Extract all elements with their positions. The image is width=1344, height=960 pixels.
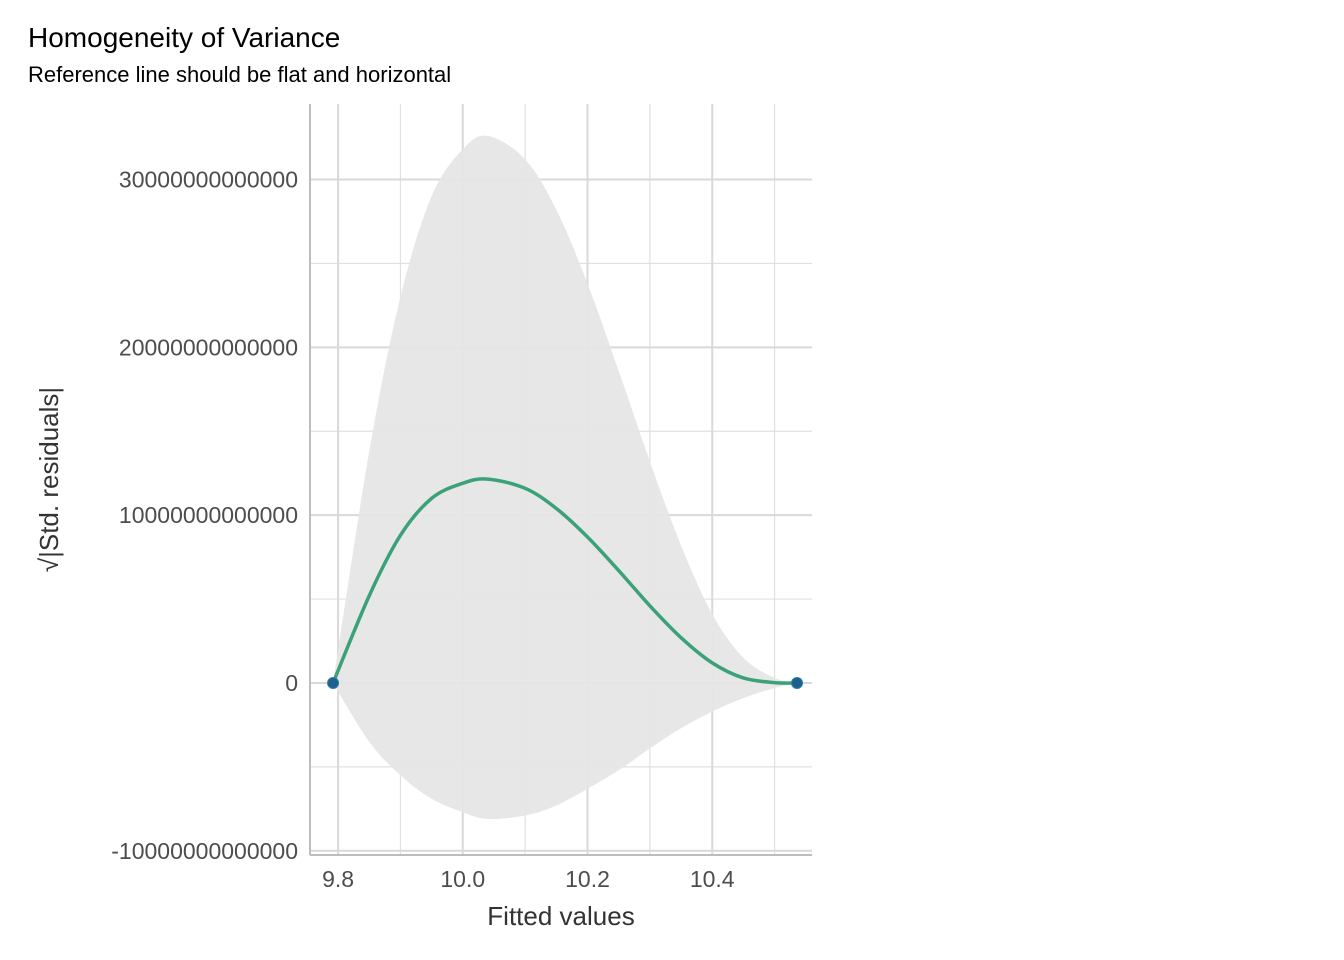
data-point (327, 676, 340, 689)
x-tick-label: 10.2 (565, 866, 610, 892)
confidence-ribbon (333, 135, 798, 820)
data-point (791, 676, 804, 689)
y-tick-label: 10000000000000 (119, 502, 298, 528)
y-tick-label: 30000000000000 (119, 167, 298, 193)
chart-title: Homogeneity of Variance (28, 22, 341, 53)
tick-labels: 9.8 10.0 10.2 10.4 -10000000000000 0 100000000… (111, 167, 735, 892)
x-tick-label: 10.4 (690, 866, 735, 892)
x-tick-label: 10.0 (440, 866, 485, 892)
y-axis-title: √|Std. residuals| (34, 387, 64, 572)
x-tick-label: 9.8 (322, 866, 354, 892)
confidence-band (333, 135, 798, 820)
smooth-line (331, 477, 798, 685)
smooth-line-layer (331, 477, 798, 685)
x-axis-title: Fitted values (487, 901, 634, 931)
y-tick-label: -10000000000000 (111, 838, 298, 864)
y-tick-label: 0 (285, 670, 298, 696)
chart-subtitle: Reference line should be flat and horizo… (28, 62, 452, 87)
axes (309, 104, 812, 856)
y-tick-label: 20000000000000 (119, 334, 298, 360)
data-points (327, 676, 804, 689)
